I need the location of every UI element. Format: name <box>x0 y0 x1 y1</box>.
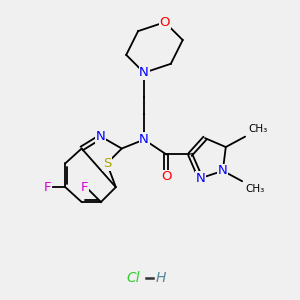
Text: N: N <box>218 164 228 177</box>
Text: F: F <box>44 181 51 194</box>
Text: O: O <box>160 16 170 29</box>
Text: N: N <box>139 66 149 79</box>
Text: Cl: Cl <box>127 271 140 285</box>
Text: CH₃: CH₃ <box>248 124 267 134</box>
Text: CH₃: CH₃ <box>245 184 264 194</box>
Text: O: O <box>161 170 172 183</box>
Text: F: F <box>81 181 88 194</box>
Text: S: S <box>103 157 111 170</box>
Text: N: N <box>96 130 106 143</box>
Text: N: N <box>196 172 206 185</box>
Text: H: H <box>155 271 166 285</box>
Text: N: N <box>139 133 149 146</box>
